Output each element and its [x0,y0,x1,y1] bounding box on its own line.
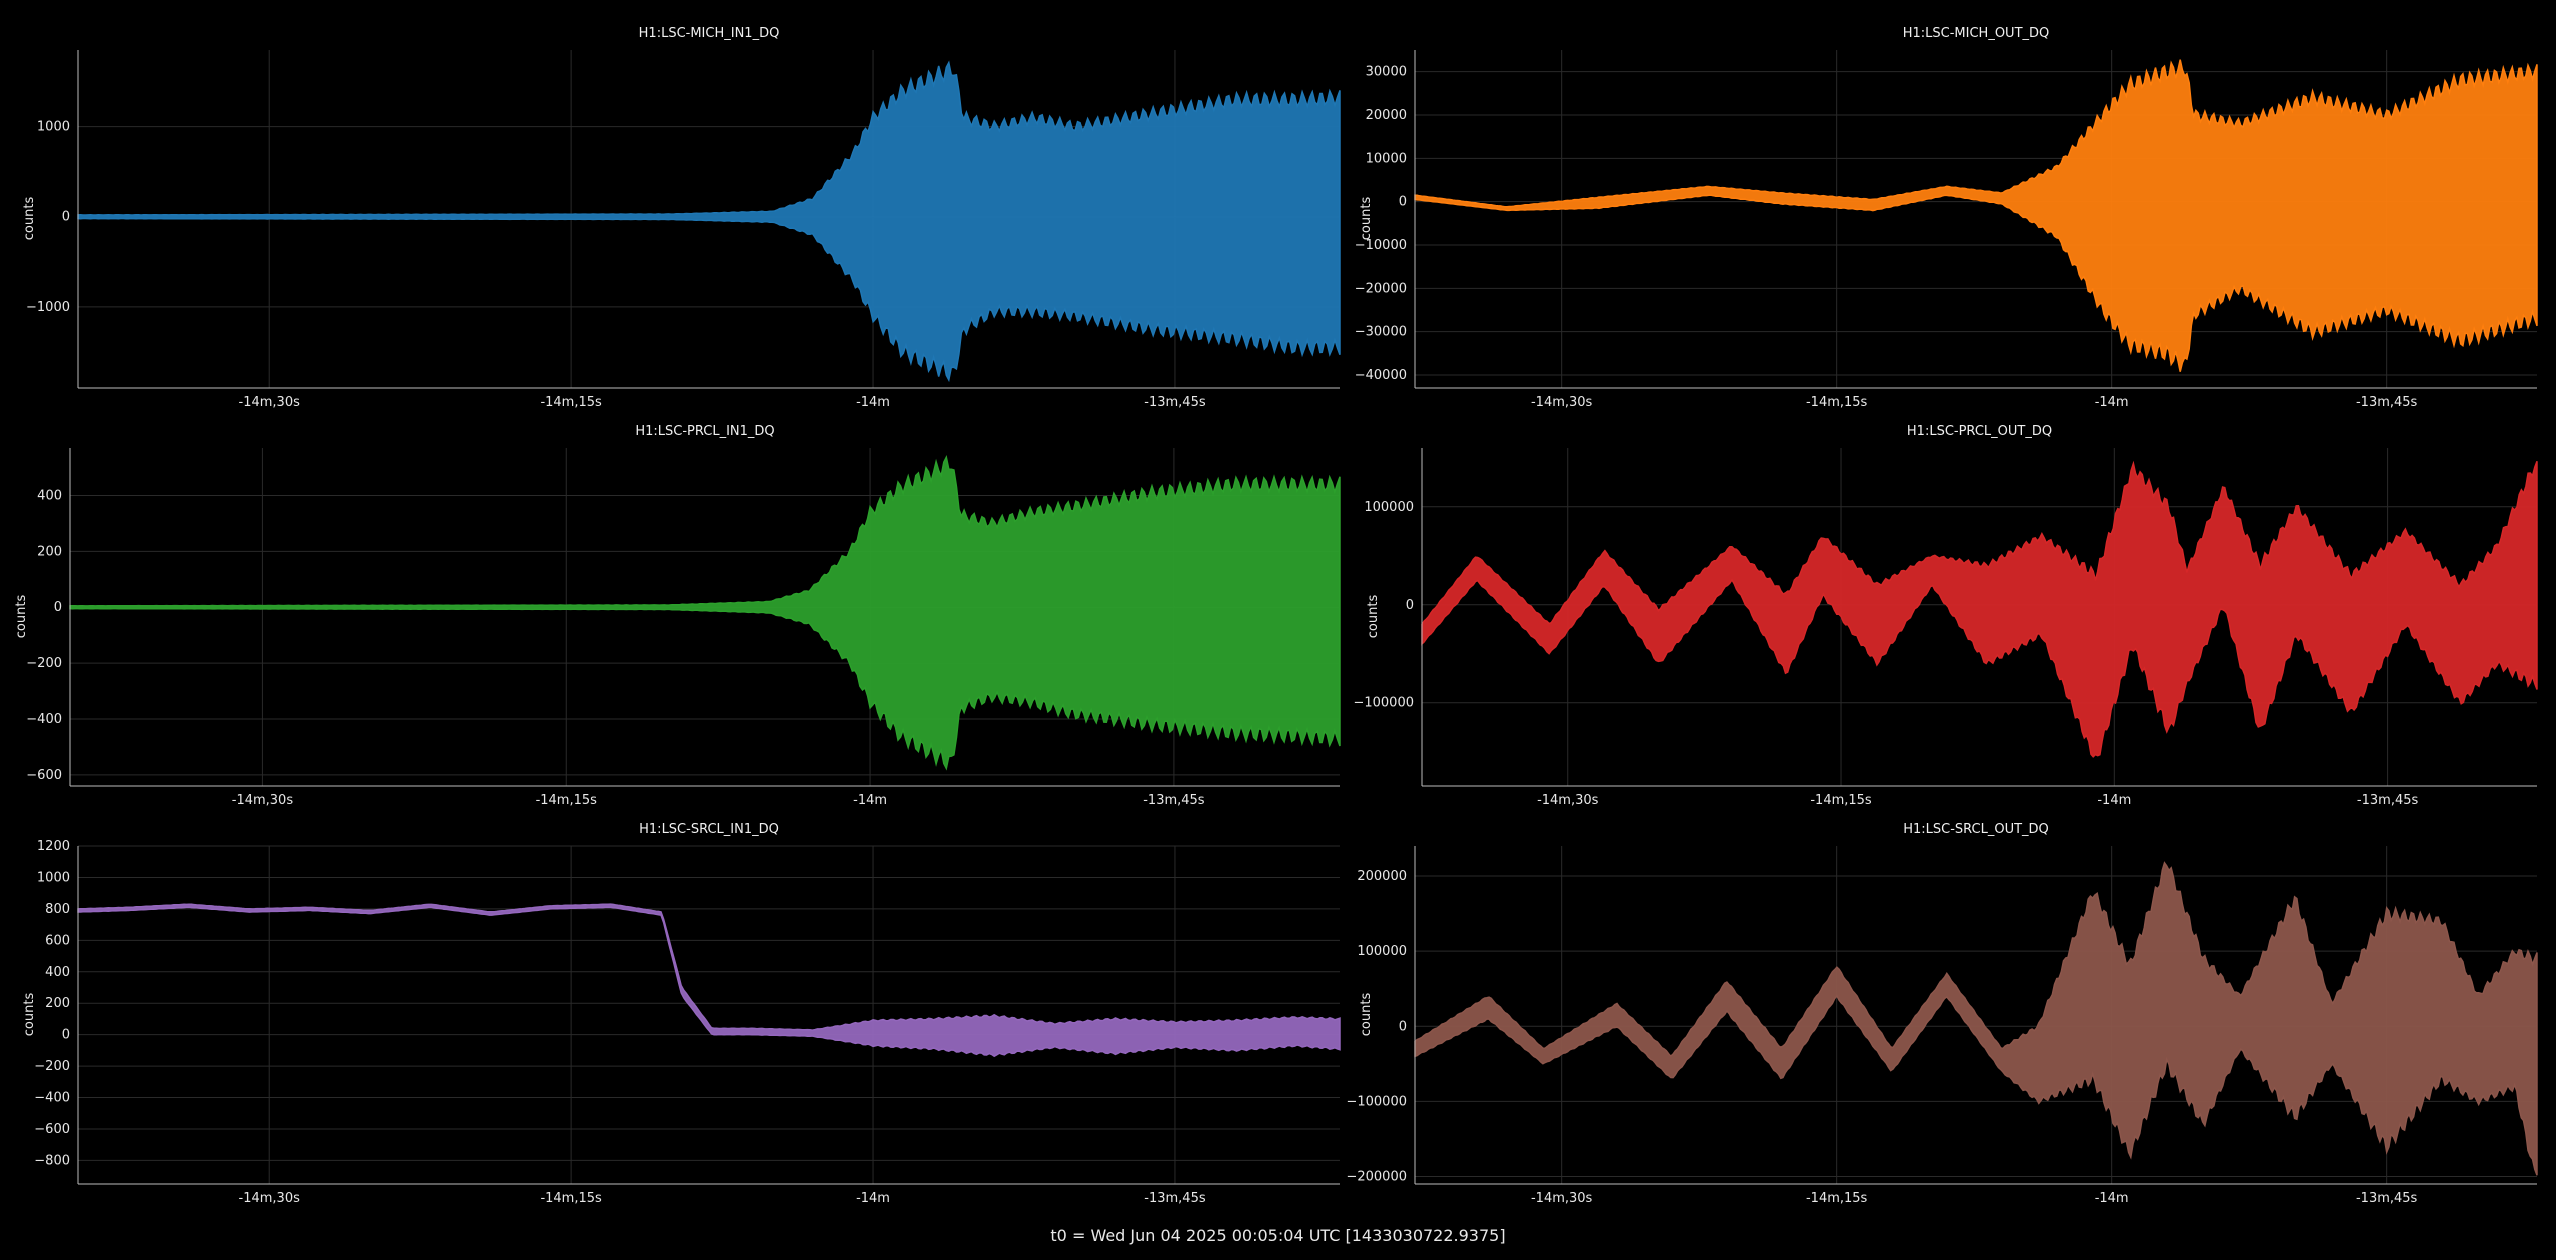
srcl-out-signal-trace [1414,861,2538,1176]
srcl-in1-chart-title: H1:LSC-SRCL_IN1_DQ [639,822,779,837]
y-tick-label: −30000 [1355,325,1407,340]
x-tick-label: -14m [2097,793,2131,808]
y-tick-label: −20000 [1355,281,1407,296]
prcl-out-chart-title: H1:LSC-PRCL_OUT_DQ [1906,424,2053,439]
x-tick-label: -14m,30s [1531,395,1593,410]
y-tick-label: −800 [34,1153,70,1168]
y-tick-label: −200 [26,656,62,671]
mich-out-y-axis-label: counts [1359,196,1375,241]
x-tick-label: -14m [2095,1191,2129,1206]
y-tick-label: 200 [45,996,70,1011]
mich-in1-y-axis-label: counts [22,196,38,241]
x-tick-label: -13m,45s [2356,395,2418,410]
mich-in1-chart-title: H1:LSC-MICH_IN1_DQ [638,26,780,41]
y-tick-label: 0 [54,600,62,615]
x-tick-label: -14m,30s [232,793,294,808]
y-tick-label: 0 [1406,598,1414,613]
x-tick-label: -13m,45s [1144,395,1206,410]
srcl-out-plot[interactable]: 200000 100000 0 −100000 −200000 -14m,30s -14m,… [1346,846,2538,1206]
mich-out-plot[interactable]: 30000 20000 10000 0 −10000 −20000 −30000 −40000… [1355,50,2538,410]
prcl-in1-y-axis-label: counts [14,594,30,639]
y-tick-label: −10000 [1355,238,1407,253]
prcl-in1-chart-title: H1:LSC-PRCL_IN1_DQ [635,424,775,439]
srcl-in1-signal-trace [77,903,1341,1058]
y-tick-label: 200000 [1357,869,1407,884]
prcl-out-y-axis-label: counts [1366,594,1382,639]
x-tick-label: -13m,45s [1144,1191,1206,1206]
x-tick-label: -13m,45s [2356,1191,2418,1206]
y-tick-label: −600 [34,1122,70,1137]
x-tick-label: -14m [853,793,887,808]
srcl-out-y-axis-label: counts [1359,992,1375,1037]
x-tick-label: -14m,15s [540,1191,602,1206]
mich-in1-plot[interactable]: 1000 0 −1000 -14m,30s -14m,15s -14m -13m,45s [26,50,1341,410]
mich-out-signal-trace [1414,59,2538,372]
y-tick-label: −400 [26,712,62,727]
y-tick-label: −100000 [1346,1094,1407,1109]
x-tick-label: -14m,15s [1806,1191,1868,1206]
y-tick-label: −400 [34,1091,70,1106]
x-tick-label: -13m,45s [2357,793,2419,808]
y-tick-label: 200 [37,544,62,559]
x-tick-label: -14m [2095,395,2129,410]
y-tick-label: 800 [45,902,70,917]
y-tick-label: 0 [1399,195,1407,210]
prcl-in1-plot[interactable]: 400 200 0 −200 −400 −600 -14m,30s -14m,15s -14m -… [26,448,1341,808]
y-tick-label: 0 [62,210,70,225]
y-tick-label: 100000 [1364,500,1414,515]
x-tick-label: -14m,15s [1806,395,1868,410]
y-tick-label: 0 [1399,1019,1407,1034]
srcl-out-chart-title: H1:LSC-SRCL_OUT_DQ [1903,822,2049,837]
y-tick-label: 1200 [37,839,70,854]
x-tick-label: -14m,30s [1531,1191,1593,1206]
y-tick-label: 400 [37,488,62,503]
y-tick-label: −40000 [1355,368,1407,383]
y-tick-label: 1000 [37,870,70,885]
x-tick-label: -14m [856,395,890,410]
y-tick-label: 0 [62,1028,70,1043]
srcl-in1-plot[interactable]: 1200 1000 800 600 400 200 0 −200 −400 −600 −800 -14… [34,839,1341,1206]
srcl-in1-y-axis-label: counts [22,992,38,1037]
y-tick-label: −1000 [26,300,70,315]
x-tick-label: -14m,30s [1537,793,1599,808]
mich-out-chart-title: H1:LSC-MICH_OUT_DQ [1902,26,2050,41]
y-tick-label: −200 [34,1059,70,1074]
x-tick-label: -14m,30s [239,1191,301,1206]
prcl-in1-signal-trace [69,454,1341,771]
x-tick-label: -14m,15s [1810,793,1872,808]
mich-in1-signal-trace [77,60,1341,383]
y-tick-label: 600 [45,933,70,948]
y-tick-label: 1000 [37,120,70,135]
prcl-out-plot[interactable]: 100000 0 −100000 -14m,30s -14m,15s -14m -13m,4… [1353,448,2538,808]
y-tick-label: 400 [45,965,70,980]
prcl-out-signal-trace [1421,460,2538,758]
y-tick-label: 20000 [1366,108,1407,123]
x-tick-label: -14m,15s [536,793,598,808]
x-tick-label: -14m [856,1191,890,1206]
y-tick-label: −200000 [1346,1169,1407,1184]
y-tick-label: 30000 [1366,65,1407,80]
y-tick-label: −600 [26,768,62,783]
time-origin-label: t0 = Wed Jun 04 2025 00:05:04 UTC [14330… [1050,1226,1506,1245]
y-tick-label: 100000 [1357,944,1407,959]
x-tick-label: -13m,45s [1143,793,1205,808]
y-tick-label: −100000 [1353,696,1414,711]
x-tick-label: -14m,15s [540,395,602,410]
x-tick-label: -14m,30s [239,395,301,410]
y-tick-label: 10000 [1366,151,1407,166]
